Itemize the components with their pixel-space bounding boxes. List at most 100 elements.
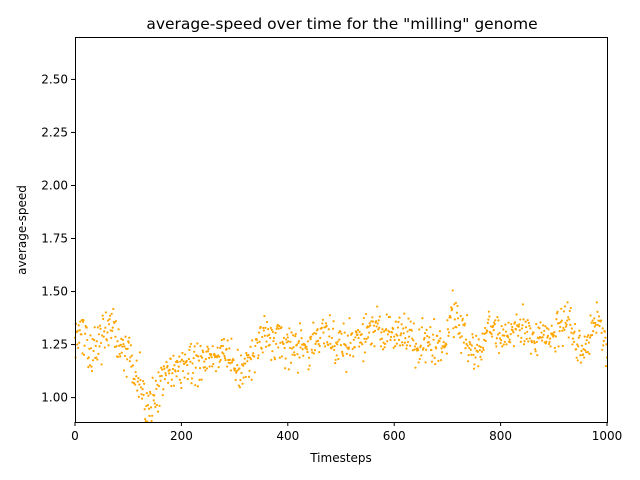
- data-point: [322, 331, 325, 334]
- data-point: [270, 328, 273, 332]
- data-point: [143, 382, 146, 385]
- data-point: [547, 328, 550, 331]
- data-point: [603, 330, 606, 333]
- data-point: [253, 371, 256, 374]
- data-point: [258, 340, 261, 343]
- data-point: [212, 362, 215, 366]
- data-point: [378, 326, 381, 329]
- data-point: [113, 321, 116, 324]
- data-point: [298, 322, 302, 325]
- data-point: [562, 326, 565, 329]
- data-point: [289, 361, 293, 364]
- data-point: [282, 342, 285, 345]
- data-point: [494, 319, 497, 322]
- data-point: [338, 338, 341, 341]
- data-point: [111, 326, 114, 329]
- data-point: [101, 334, 104, 337]
- data-point: [262, 329, 265, 332]
- data-point: [153, 402, 156, 405]
- data-point: [119, 343, 122, 346]
- data-point: [459, 314, 462, 318]
- data-point: [123, 345, 126, 348]
- data-point: [363, 337, 366, 340]
- data-point: [299, 346, 302, 349]
- data-point: [211, 365, 214, 368]
- data-point: [373, 329, 377, 333]
- data-point: [281, 340, 284, 343]
- data-point: [179, 360, 182, 363]
- data-point: [120, 351, 123, 354]
- data-point: [279, 341, 282, 344]
- data-point: [228, 347, 231, 350]
- data-point: [189, 342, 193, 346]
- data-point: [402, 327, 405, 330]
- data-point: [498, 331, 501, 335]
- data-point: [396, 326, 400, 329]
- data-point: [323, 345, 327, 348]
- data-point: [468, 346, 471, 350]
- data-point: [591, 334, 594, 337]
- data-point: [360, 341, 363, 344]
- data-point: [285, 338, 288, 341]
- data-point: [526, 330, 529, 333]
- data-point: [548, 337, 552, 340]
- data-point: [586, 351, 589, 354]
- data-point: [371, 320, 375, 323]
- data-point: [290, 331, 293, 334]
- data-point: [482, 348, 485, 351]
- data-point: [471, 333, 474, 336]
- data-point: [275, 342, 278, 346]
- data-point: [518, 323, 521, 326]
- data-point: [383, 346, 386, 349]
- y-tick-label: 1.75: [41, 232, 68, 246]
- data-point: [102, 317, 105, 321]
- data-point: [145, 404, 148, 408]
- data-point: [271, 330, 274, 333]
- data-point: [318, 351, 321, 354]
- data-point: [223, 356, 227, 360]
- data-point: [246, 360, 249, 363]
- data-point: [178, 378, 181, 381]
- data-point: [519, 340, 522, 343]
- data-point: [363, 351, 367, 354]
- data-point: [403, 312, 406, 315]
- data-point: [272, 340, 275, 343]
- data-point: [77, 346, 80, 349]
- data-point: [412, 339, 415, 342]
- data-point: [376, 305, 379, 308]
- data-point: [337, 331, 340, 334]
- data-point: [205, 367, 209, 370]
- data-point: [526, 319, 529, 322]
- data-point: [378, 315, 381, 318]
- data-point: [81, 352, 84, 355]
- data-point: [117, 328, 120, 331]
- data-point: [268, 333, 271, 336]
- data-point: [296, 352, 299, 356]
- data-point: [213, 352, 216, 356]
- data-point: [160, 374, 163, 378]
- data-point: [310, 335, 313, 338]
- data-point: [154, 379, 157, 382]
- data-point: [424, 361, 427, 364]
- data-point: [381, 328, 384, 331]
- data-point: [563, 305, 567, 308]
- data-point: [171, 367, 174, 371]
- data-point: [316, 328, 319, 331]
- data-point: [452, 335, 455, 339]
- data-point: [343, 331, 346, 334]
- data-point: [203, 360, 206, 363]
- data-point: [529, 327, 532, 330]
- data-point: [207, 356, 211, 359]
- data-point: [361, 323, 364, 326]
- data-point: [156, 383, 159, 386]
- data-point: [538, 327, 541, 330]
- data-point: [371, 316, 374, 319]
- y-tick-label: 1.00: [41, 391, 68, 405]
- data-point: [557, 345, 560, 348]
- y-axis: 1.00 1.25 1.50 1.75 2.00 2.25 2.50: [41, 72, 75, 405]
- data-point: [238, 367, 241, 370]
- data-point: [254, 344, 257, 348]
- data-point: [560, 319, 563, 322]
- data-point: [158, 404, 161, 407]
- data-point: [272, 337, 276, 340]
